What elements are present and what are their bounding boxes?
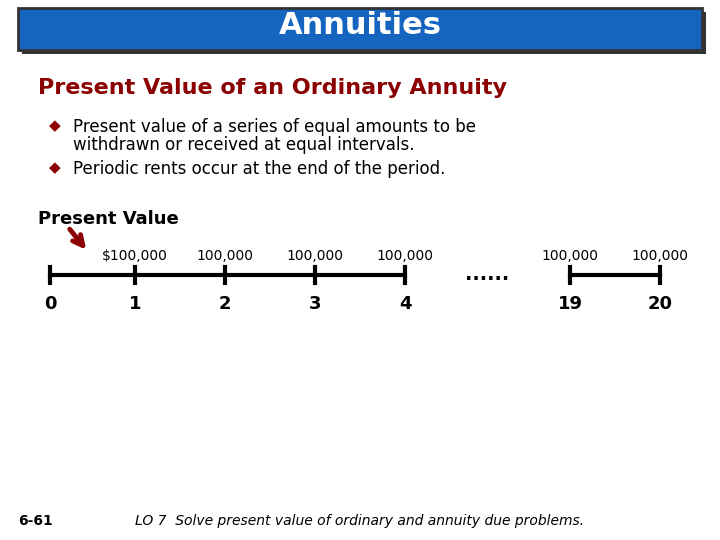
Text: 100,000: 100,000: [377, 249, 433, 263]
Text: ◆: ◆: [49, 160, 61, 175]
Text: withdrawn or received at equal intervals.: withdrawn or received at equal intervals…: [73, 136, 415, 154]
Text: 3: 3: [309, 295, 321, 313]
Text: 1: 1: [129, 295, 141, 313]
Text: 20: 20: [647, 295, 672, 313]
Text: ◆: ◆: [49, 118, 61, 133]
Text: 2: 2: [219, 295, 231, 313]
Text: Present value of a series of equal amounts to be: Present value of a series of equal amoun…: [73, 118, 476, 136]
Text: 100,000: 100,000: [197, 249, 253, 263]
Text: 100,000: 100,000: [631, 249, 688, 263]
Text: 6-61: 6-61: [18, 514, 53, 528]
Text: Annuities: Annuities: [279, 11, 441, 40]
Text: $100,000: $100,000: [102, 249, 168, 263]
FancyBboxPatch shape: [22, 12, 706, 54]
Text: 4: 4: [399, 295, 411, 313]
Text: ......: ......: [465, 266, 510, 285]
Text: 19: 19: [557, 295, 582, 313]
Text: 100,000: 100,000: [287, 249, 343, 263]
Text: Periodic rents occur at the end of the period.: Periodic rents occur at the end of the p…: [73, 160, 446, 178]
Text: Present Value of an Ordinary Annuity: Present Value of an Ordinary Annuity: [38, 78, 507, 98]
Text: Present Value: Present Value: [38, 210, 179, 228]
Text: LO 7  Solve present value of ordinary and annuity due problems.: LO 7 Solve present value of ordinary and…: [135, 514, 585, 528]
Text: 0: 0: [44, 295, 56, 313]
Text: 100,000: 100,000: [541, 249, 598, 263]
FancyBboxPatch shape: [18, 8, 702, 50]
